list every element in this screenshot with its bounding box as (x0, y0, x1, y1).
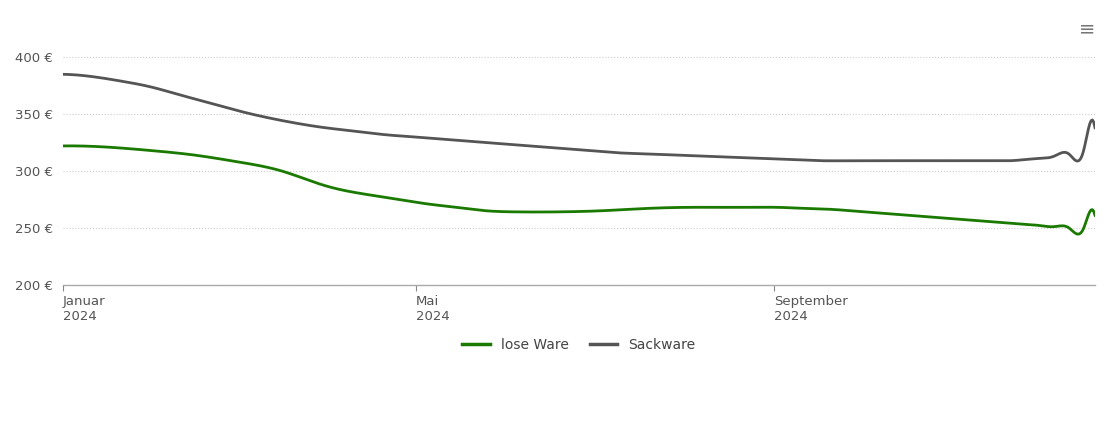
Legend: lose Ware, Sackware: lose Ware, Sackware (456, 333, 702, 358)
Text: ≡: ≡ (1079, 19, 1094, 38)
